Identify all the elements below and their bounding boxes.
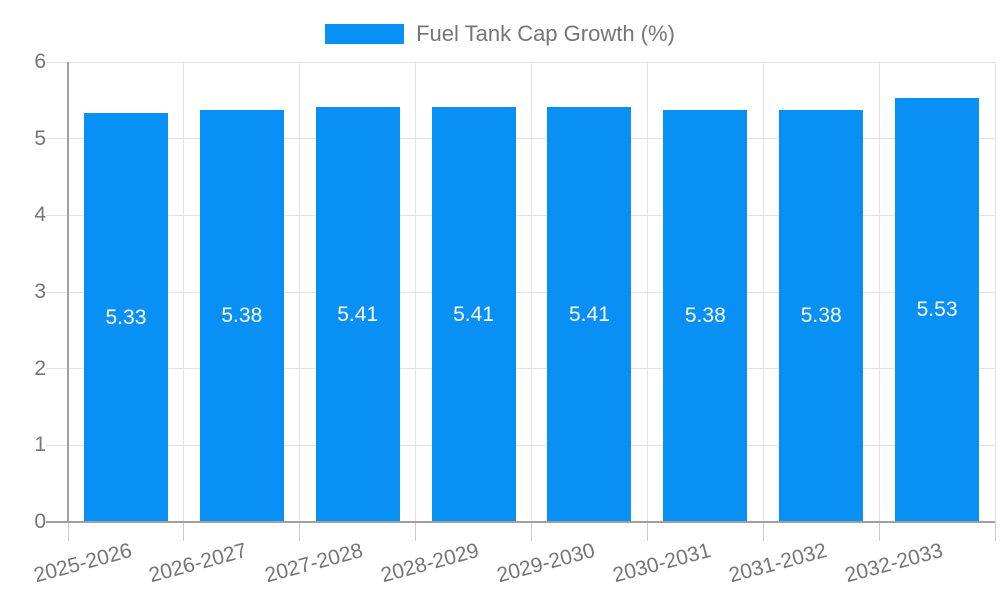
gridline-h (46, 214, 995, 216)
x-axis-tick-label: 2028-2029 (378, 539, 482, 588)
y-axis-tick-label: 5 (34, 126, 46, 150)
gridline-h (46, 291, 995, 293)
x-axis-tick-label: 2032-2033 (842, 539, 946, 588)
x-axis-tick (762, 522, 764, 541)
x-axis-tick (415, 522, 417, 541)
gridline-v (878, 62, 880, 522)
gridline-v (531, 62, 532, 522)
gridline-v (415, 62, 417, 522)
x-axis-tick (994, 522, 996, 541)
y-axis-tick-label: 4 (34, 203, 46, 227)
bar (663, 109, 748, 522)
x-axis-tick (646, 522, 648, 541)
x-axis-tick-label: 2030-2031 (610, 539, 714, 588)
y-axis-tick-label: 2 (34, 356, 46, 380)
bar-value-label: 5.38 (800, 303, 842, 327)
bar (895, 98, 980, 522)
bar-value-label: 5.53 (916, 298, 958, 322)
legend: Fuel Tank Cap Growth (%) (0, 21, 1000, 47)
y-axis-tick-label: 3 (34, 280, 46, 303)
legend-label: Fuel Tank Cap Growth (%) (416, 21, 675, 46)
legend-swatch (325, 24, 405, 44)
bar (199, 109, 284, 522)
gridline-v (299, 62, 301, 522)
gridline-v (183, 62, 185, 522)
bar (547, 107, 632, 522)
y-axis-tick-label: 0 (34, 510, 46, 533)
bar-value-label: 5.38 (221, 303, 263, 327)
gridline-v (762, 62, 764, 522)
bar-value-label: 5.33 (105, 305, 147, 329)
gridline-h (46, 138, 995, 140)
x-axis-tick-label: 2031-2032 (726, 539, 830, 588)
x-axis-tick-label: 2026-2027 (146, 539, 250, 588)
bar-value-label: 5.41 (569, 302, 610, 326)
y-axis-tick-label: 1 (34, 433, 46, 457)
gridline-h (46, 444, 995, 446)
gridline-v (994, 62, 996, 522)
x-axis-tick (183, 522, 185, 541)
x-axis-tick (299, 522, 301, 541)
bar-value-label: 5.41 (453, 302, 494, 326)
bar (83, 113, 168, 522)
x-axis-tick (878, 522, 880, 541)
x-axis-tick-label: 2029-2030 (494, 539, 598, 588)
x-axis-tick (531, 522, 532, 541)
bar (315, 107, 400, 522)
x-axis-tick-label: 2025-2026 (30, 539, 134, 588)
gridline-h (46, 61, 995, 63)
bar (779, 109, 864, 522)
gridline-h (46, 368, 995, 370)
x-axis-tick (67, 522, 69, 541)
y-axis-line (67, 62, 69, 522)
bar (431, 107, 516, 522)
bar-value-label: 5.38 (684, 303, 726, 327)
x-axis-tick-label: 2027-2028 (262, 539, 366, 588)
x-axis-line (46, 521, 995, 523)
y-axis-tick-label: 6 (34, 50, 46, 73)
gridline-v (646, 62, 648, 522)
bar-value-label: 5.41 (337, 302, 379, 326)
